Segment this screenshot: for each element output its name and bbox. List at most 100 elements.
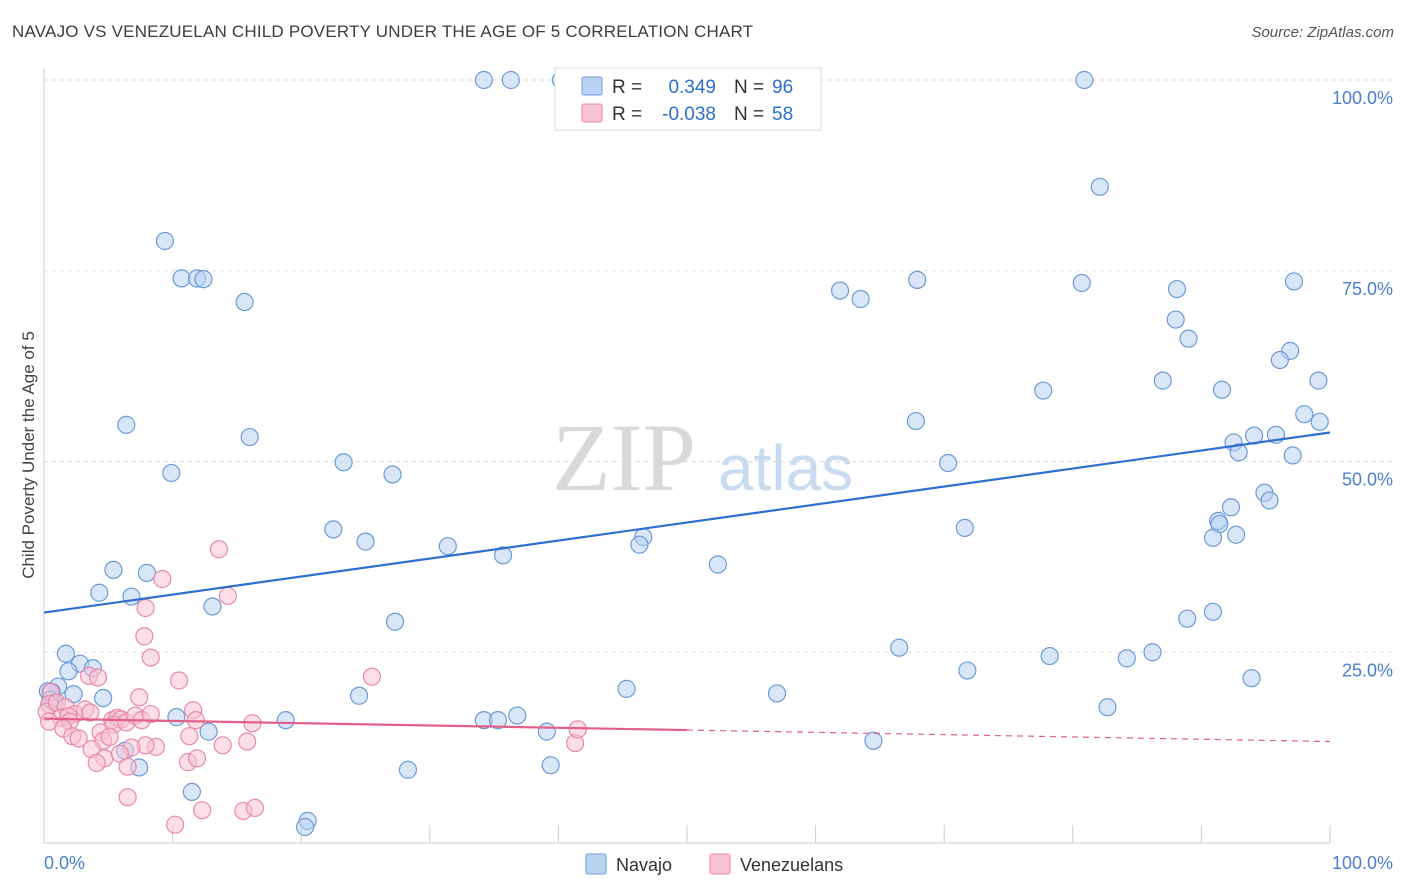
series-legend-swatch-navajo bbox=[585, 853, 607, 875]
legend-n-value-venezuelans: 58 bbox=[772, 104, 793, 125]
navajo-point bbox=[1221, 498, 1241, 517]
navajo-point bbox=[182, 782, 201, 801]
navajo-points bbox=[38, 70, 1329, 837]
navajo-point bbox=[398, 760, 418, 779]
venezuelan-point bbox=[166, 815, 185, 834]
navajo-point bbox=[1034, 381, 1053, 400]
legend-n-label-navajo: N = bbox=[734, 77, 764, 98]
legend-n-label-venezuelans: N = bbox=[734, 104, 764, 125]
navajo-point bbox=[385, 612, 405, 631]
navajo-point bbox=[155, 231, 174, 251]
venezuelan-point bbox=[245, 798, 265, 818]
navajo-point bbox=[383, 465, 402, 484]
navajo-point bbox=[104, 560, 123, 579]
navajo-point bbox=[630, 535, 649, 554]
navajo-point bbox=[1075, 70, 1094, 90]
navajo-point bbox=[1309, 371, 1328, 390]
venezuelan-point bbox=[136, 598, 155, 618]
navajo-point bbox=[1242, 669, 1261, 688]
navajo-point bbox=[708, 555, 727, 574]
navajo-point bbox=[851, 289, 870, 309]
venezuelan-point bbox=[218, 586, 237, 605]
watermark-atlas: atlas bbox=[718, 432, 853, 504]
navajo-point bbox=[890, 638, 909, 657]
watermark-zip: ZIP bbox=[552, 404, 696, 511]
navajo-point bbox=[767, 684, 787, 703]
legend-r-value-navajo: 0.349 bbox=[668, 77, 716, 98]
venezuelan-point bbox=[213, 736, 232, 755]
series-legend-swatch-venezuelans bbox=[709, 853, 731, 875]
navajo-point bbox=[295, 817, 315, 837]
navajo-point bbox=[541, 756, 560, 775]
navajo-point bbox=[235, 292, 254, 312]
navajo-point bbox=[1270, 350, 1289, 370]
x-tick-label-min: 0.0% bbox=[44, 853, 85, 873]
navajo-point bbox=[1090, 177, 1109, 196]
series-legend-label-venezuelans: Venezuelans bbox=[740, 855, 843, 875]
venezuelan-point bbox=[69, 729, 88, 748]
chart-title: NAVAJO VS VENEZUELAN CHILD POVERTY UNDER… bbox=[12, 22, 754, 41]
navajo-point bbox=[167, 708, 186, 727]
navajo-point bbox=[1212, 380, 1232, 399]
navajo-point bbox=[56, 644, 75, 663]
venezuelan-point bbox=[88, 668, 108, 687]
trend-lines bbox=[43, 431, 1331, 743]
x-ticks bbox=[43, 825, 1331, 843]
navajo-point bbox=[1098, 698, 1117, 717]
navajo-point bbox=[864, 731, 883, 750]
venezuelan-point bbox=[187, 749, 207, 768]
watermark: ZIP atlas bbox=[552, 404, 853, 511]
navajo-point bbox=[199, 722, 218, 741]
navajo-point bbox=[94, 688, 113, 708]
venezuelan-point bbox=[130, 688, 149, 707]
venezuelan-points bbox=[37, 540, 587, 834]
navajo-point bbox=[276, 711, 295, 730]
legend-r-label-navajo: R = bbox=[612, 77, 642, 98]
navajo-point bbox=[938, 453, 958, 473]
navajo-point bbox=[1072, 273, 1091, 293]
venezuelan-point bbox=[362, 667, 382, 686]
navajo-point bbox=[1310, 412, 1329, 431]
navajo-point bbox=[438, 537, 457, 556]
navajo-point bbox=[1179, 329, 1198, 348]
navajo-point bbox=[240, 427, 259, 447]
venezuelan-point bbox=[209, 540, 228, 559]
navajo-point bbox=[958, 661, 977, 680]
venezuelan-point bbox=[141, 648, 160, 667]
navajo-point bbox=[117, 415, 136, 434]
navajo-point bbox=[324, 520, 343, 539]
navajo-point bbox=[356, 532, 375, 551]
venezuelan-point bbox=[118, 757, 137, 776]
venezuelan-point bbox=[238, 732, 257, 751]
navajo-point bbox=[90, 583, 109, 602]
y-tick-label: 25.0% bbox=[1342, 660, 1393, 680]
series-legend: Navajo Venezuelans bbox=[585, 853, 843, 875]
navajo-point bbox=[1229, 443, 1248, 462]
venezuelan-point bbox=[87, 753, 106, 772]
navajo-point bbox=[1295, 405, 1314, 424]
legend-r-label-venezuelans: R = bbox=[612, 104, 642, 125]
y-tick-label: 75.0% bbox=[1342, 279, 1393, 299]
navajo-point bbox=[1166, 310, 1185, 329]
navajo-point bbox=[349, 686, 369, 705]
navajo-point bbox=[906, 411, 926, 431]
venezuelan-point bbox=[180, 727, 199, 746]
navajo-point bbox=[1167, 279, 1187, 299]
navajo-point bbox=[1178, 609, 1197, 628]
y-tick-label: 50.0% bbox=[1342, 470, 1393, 490]
navajo-point bbox=[508, 706, 527, 725]
series-legend-label-navajo: Navajo bbox=[616, 855, 672, 875]
venezuelan-point bbox=[141, 704, 160, 724]
navajo-point bbox=[488, 711, 508, 730]
navajo-point bbox=[1040, 646, 1059, 666]
navajo-point bbox=[59, 662, 78, 681]
navajo-point bbox=[955, 518, 974, 537]
navajo-point bbox=[1284, 272, 1304, 291]
navajo-point bbox=[474, 70, 493, 90]
venezuelan-trend-line-extension bbox=[686, 729, 1331, 743]
navajo-point bbox=[1260, 491, 1279, 510]
legend-n-value-navajo: 96 bbox=[772, 77, 793, 98]
venezuelan-point bbox=[193, 801, 212, 820]
venezuelan-trend-line bbox=[43, 717, 688, 732]
